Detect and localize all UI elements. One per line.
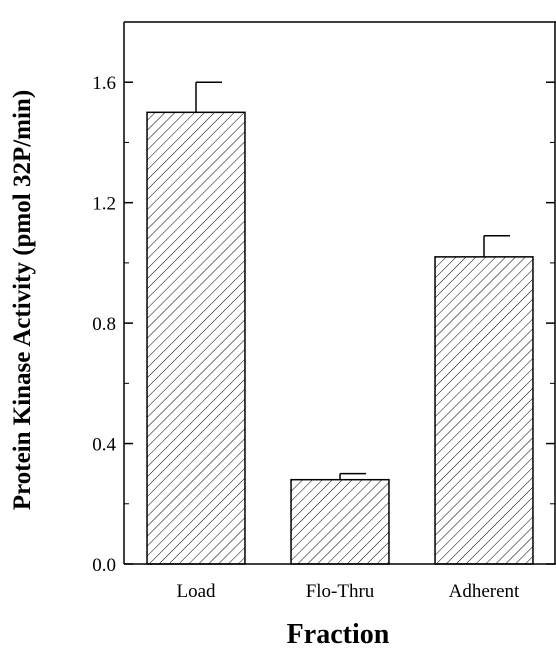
y-tick-label: 0.8 — [92, 314, 116, 335]
y-tick-label: 0.0 — [92, 555, 116, 576]
bar — [290, 478, 390, 565]
bar — [146, 111, 246, 565]
x-axis: Load Flo-Thru Adherent — [176, 581, 520, 602]
y-axis: 0.0 0.4 0.8 1.2 1.6 — [92, 21, 555, 576]
x-tick-label: Adherent — [449, 581, 520, 602]
y-tick-label: 0.4 — [92, 435, 116, 456]
x-tick-label: Load — [176, 581, 216, 602]
x-tick-label: Flo-Thru — [306, 581, 375, 602]
y-axis-title: Protein Kinase Activity (pmol 32P/min) — [9, 90, 36, 510]
y-tick-label: 1.2 — [92, 194, 116, 215]
x-axis-title: Fraction — [287, 619, 390, 648]
y-tick-label: 1.6 — [92, 73, 116, 94]
bar — [434, 256, 534, 565]
bars — [146, 81, 534, 565]
